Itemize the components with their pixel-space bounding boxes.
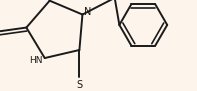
Text: N: N [85,7,92,17]
Text: S: S [76,80,83,90]
Text: HN: HN [29,56,43,65]
